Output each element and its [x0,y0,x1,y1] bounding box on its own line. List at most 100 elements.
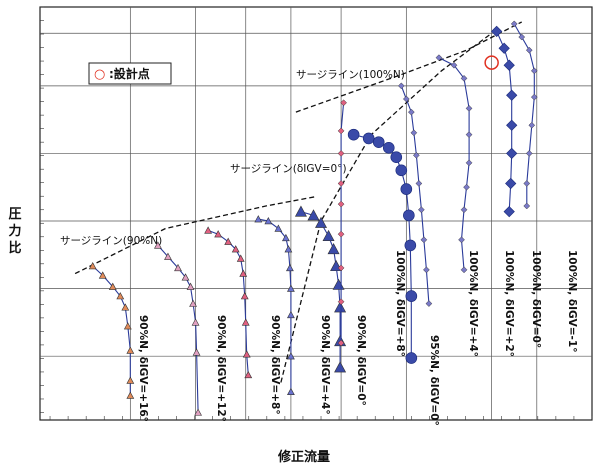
point-9-2 [503,59,515,71]
surge-label-2: サージライン(100%N) [296,69,405,81]
point-3-2 [274,224,283,232]
series-6 [347,128,418,364]
series-label-7: 100%N, δIGV=+4° [467,250,479,357]
point-4-2 [315,216,328,228]
series-line-100-n-igv-2 [438,57,470,270]
point-8-1 [450,61,458,69]
point-7-9 [425,300,433,307]
point-10-6 [525,150,533,157]
point-10-4 [530,93,538,101]
point-9-7 [503,205,515,218]
point-5-1 [337,127,345,135]
point-5-0 [340,99,347,107]
point-0-3 [116,292,125,300]
point-5-7 [337,298,345,306]
point-0-4 [121,303,130,311]
point-1-1 [164,252,172,260]
series-8 [435,54,473,274]
point-3-1 [264,216,273,225]
design-point [484,55,499,70]
series-9 [491,25,518,218]
point-5-8 [337,339,345,347]
point-1-7 [192,348,201,356]
point-5-3 [337,180,345,187]
point-6-2 [372,136,385,148]
legend-marker: ○ [94,67,105,82]
surge-label-0: サージライン(90%N) [60,235,162,247]
y-axis-label: 圧力比 [8,207,22,256]
point-8-4 [465,131,473,139]
point-8-2 [460,74,468,82]
point-1-6 [191,318,200,326]
series-label-6: 95%N, δIGV=0° [428,335,440,426]
point-3-4 [284,245,293,253]
point-6-1 [362,132,375,145]
surge-label-1: サージライン(δIGV=0°) [230,163,347,175]
point-10-8 [523,202,531,210]
point-10-5 [528,121,536,129]
point-7-6 [418,206,425,214]
point-7-8 [423,266,430,274]
series-1 [154,241,202,416]
point-4-6 [332,278,345,290]
point-1-8 [194,408,202,416]
label-group: 90%N, δIGV=+16° 90%N, δIGV=+12° 90%N, δIGV… [137,250,578,426]
point-1-5 [189,299,197,307]
point-8-0 [435,54,443,62]
point-6-5 [395,164,408,177]
point-7-5 [415,180,423,187]
series-label-5: 100%N, δIGV=+8° [394,250,406,357]
point-4-3 [322,229,335,242]
surge-line-2 [295,21,522,113]
point-8-8 [458,236,465,244]
legend-label: :設計点 [109,66,150,81]
point-10-1 [518,33,526,41]
point-8-9 [460,266,468,274]
point-9-6 [505,177,517,190]
series-label-1: 90%N, δIGV=+12° [215,315,227,422]
point-10-3 [530,67,538,75]
point-6-7 [403,209,415,222]
series-line-90-n-igv-8 [207,229,249,375]
point-7-7 [420,236,428,244]
series-label-9: 100%N, δIGV=0° [530,250,542,348]
point-8-3 [465,105,473,112]
series-label-0: 90%N, δIGV=+16° [137,315,149,422]
series-label-2: 90%N, δIGV=+8° [269,315,281,415]
point-10-2 [525,46,533,54]
point-9-3 [506,89,518,101]
point-2-2 [224,237,233,245]
point-5-6 [337,264,345,272]
point-8-7 [460,206,468,214]
point-6-6 [400,183,413,195]
series-line-100-n-igv-4 [400,85,430,304]
point-3-3 [281,233,290,242]
point-0-0 [88,262,97,270]
series-label-3: 90%N, δIGV=+4° [319,315,331,415]
point-7-0 [397,82,405,90]
series-3 [254,215,295,396]
point-0-8 [126,391,135,399]
point-1-0 [154,241,162,249]
series-label-10: 100%N, δIGV=-1° [566,250,578,352]
series-0 [88,262,135,399]
point-9-5 [506,147,518,160]
series-10 [510,20,538,210]
point-4-1 [307,209,320,221]
point-9-1 [498,42,510,54]
point-3-5 [286,263,294,272]
point-5-2 [337,150,345,157]
point-4-7 [334,301,347,313]
series-5 [337,99,347,347]
point-4-4 [327,243,340,255]
point-6-3 [382,141,395,154]
surge-line-0 [74,195,317,275]
point-10-0 [510,20,518,28]
point-4-9 [334,361,347,373]
point-2-1 [214,230,223,238]
point-4-0 [294,205,307,217]
series-2 [204,226,253,379]
point-1-3 [181,273,190,281]
point-6-9 [405,290,418,302]
